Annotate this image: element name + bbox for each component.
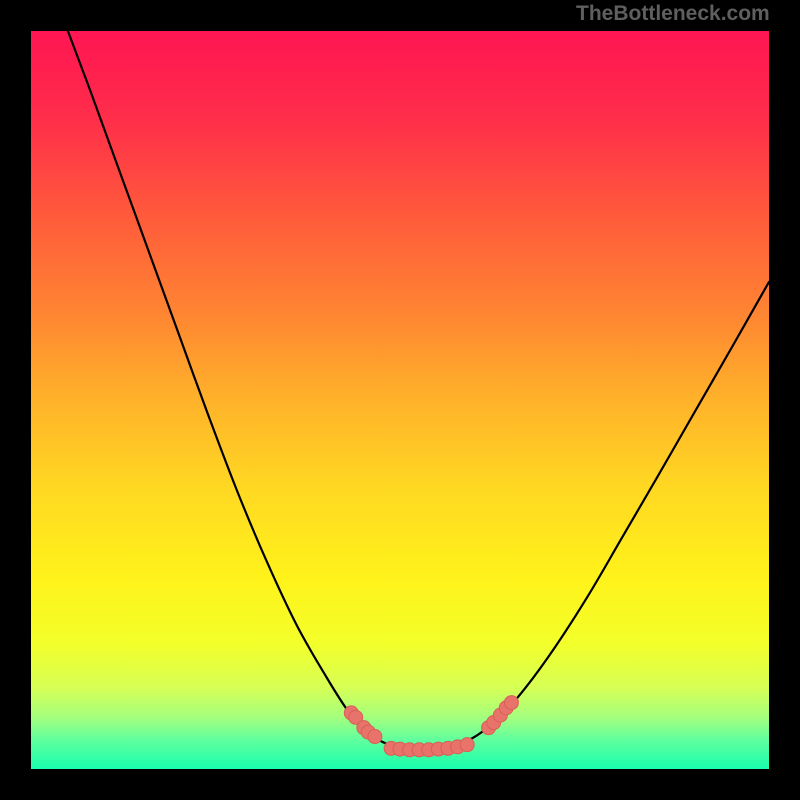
chart-root: TheBottleneck.com — [0, 0, 800, 800]
marker-dot — [460, 738, 474, 752]
plot-area — [31, 31, 769, 769]
marker-dot — [504, 696, 518, 710]
marker-dot — [368, 730, 382, 744]
marker-dots — [344, 696, 518, 757]
chart-svg — [31, 31, 769, 769]
bottleneck-curve — [68, 31, 769, 750]
watermark-text: TheBottleneck.com — [576, 2, 770, 26]
